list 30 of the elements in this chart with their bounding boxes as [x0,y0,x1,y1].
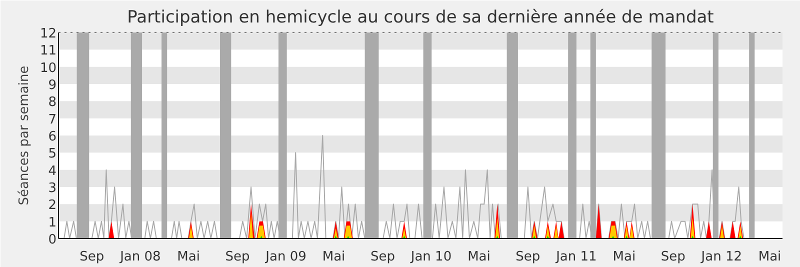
x-tick-label: Sep [516,250,540,264]
y-tick-label: 1 [48,215,57,230]
x-tick-label: Jan 12 [700,250,742,264]
y-tick-label: 11 [40,44,57,59]
chart-title: Participation en hemicycle au cours de sa dernière année de mandat [127,8,714,28]
x-tick-label: Jan 08 [119,250,161,264]
x-tick-label: Sep [225,250,250,264]
x-tick-label: Mai [322,250,346,264]
x-tick-label: Sep [80,250,104,264]
x-tick-label: Mai [468,250,490,264]
x-tick-label: Jan 11 [555,250,597,264]
y-tick-label: 4 [48,164,57,179]
y-tick-label: 12 [40,26,57,42]
y-tick-label: 0 [48,232,57,248]
x-tick-label: Mai [758,250,782,264]
y-tick-label: 6 [48,130,57,144]
y-tick-label: 10 [40,60,57,76]
y-tick-label: 3 [48,181,57,196]
x-tick-label: Jan 09 [264,250,306,264]
y-tick-label: 2 [48,198,57,214]
y-tick-label: 8 [48,95,57,110]
y-tick-label: 9 [48,78,57,93]
x-tick-label: Sep [660,250,686,264]
x-tick-label: Mai [612,250,636,264]
y-axis-title: Séances par semaine [16,66,32,206]
x-tick-label: Jan 10 [410,250,452,264]
x-tick-label: Mai [177,250,200,264]
x-tick-label: Sep [370,250,395,264]
y-tick-label: 5 [48,146,57,162]
y-tick-label: 7 [48,112,57,128]
